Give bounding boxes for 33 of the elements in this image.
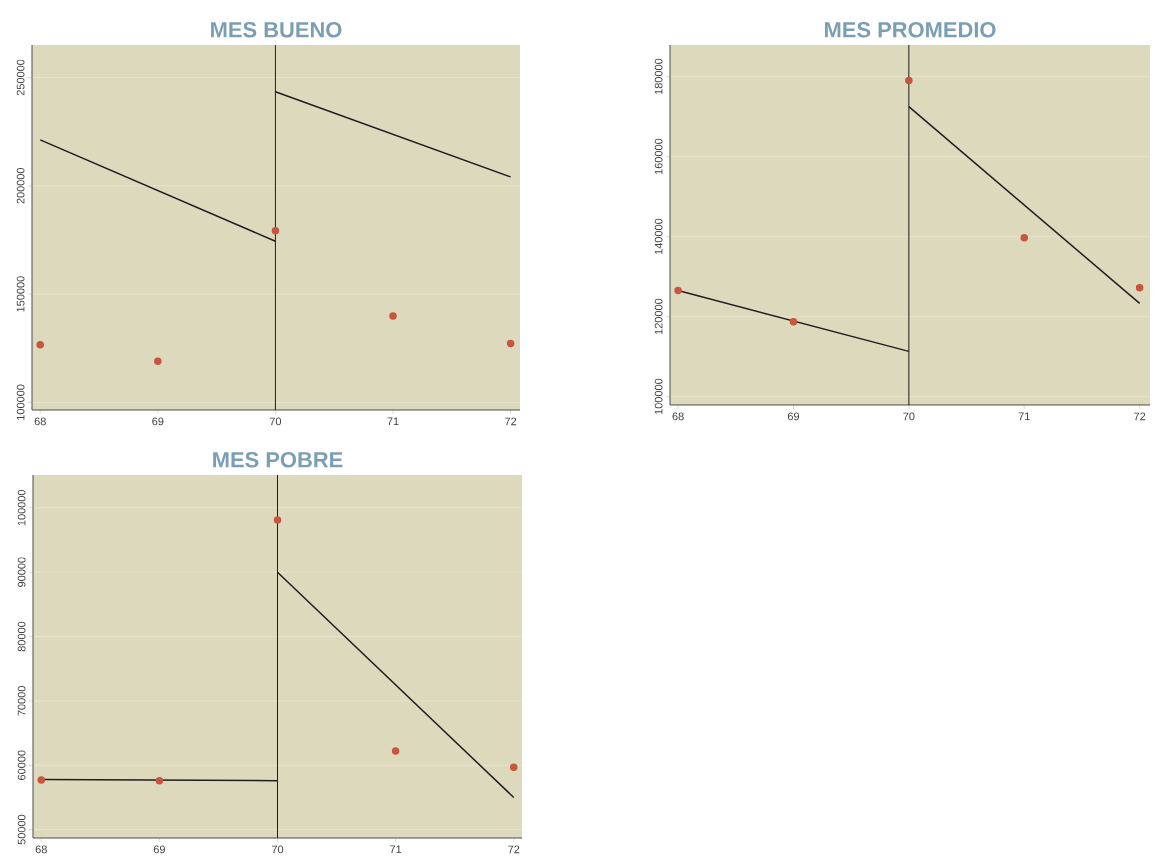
x-tick-label: 69 bbox=[152, 417, 164, 426]
y-tick-label: 120000 bbox=[654, 298, 663, 335]
chart-title: MES BUENO bbox=[211, 21, 342, 38]
y-tick-label: 200000 bbox=[16, 167, 25, 204]
y-tick-label: 90000 bbox=[17, 557, 26, 587]
x-tick-label: 71 bbox=[390, 845, 402, 854]
x-tick-label: 72 bbox=[1134, 412, 1146, 421]
x-tick-label: 69 bbox=[153, 845, 165, 854]
chart-title: MES POBRE bbox=[213, 451, 343, 468]
y-tick-label: 60000 bbox=[17, 750, 26, 780]
y-tick-label: 160000 bbox=[654, 138, 663, 175]
y-tick-label: 70000 bbox=[17, 686, 26, 716]
y-tick-label: 150000 bbox=[16, 276, 25, 312]
x-tick-label: 69 bbox=[787, 412, 800, 421]
y-tick-label: 50000 bbox=[17, 814, 26, 845]
y-tick-label: 250000 bbox=[16, 59, 25, 96]
x-tick-label: 68 bbox=[35, 845, 47, 854]
y-tick-label: 100000 bbox=[654, 378, 663, 415]
y-tick-label: 100000 bbox=[16, 384, 25, 420]
x-tick-label: 72 bbox=[505, 417, 517, 426]
chart-title: MES PROMEDIO bbox=[825, 21, 996, 38]
y-tick-label: 140000 bbox=[654, 218, 663, 255]
x-tick-label: 70 bbox=[271, 845, 284, 854]
y-tick-label: 100000 bbox=[17, 489, 26, 526]
x-tick-label: 71 bbox=[1018, 412, 1030, 421]
x-tick-label: 68 bbox=[34, 417, 46, 426]
x-tick-label: 71 bbox=[387, 417, 399, 426]
y-tick-label: 180000 bbox=[654, 58, 663, 95]
x-tick-label: 70 bbox=[903, 412, 915, 421]
x-tick-label: 72 bbox=[508, 845, 520, 854]
x-tick-label: 70 bbox=[269, 417, 282, 426]
y-tick-label: 80000 bbox=[17, 621, 26, 652]
x-tick-label: 68 bbox=[672, 412, 684, 421]
